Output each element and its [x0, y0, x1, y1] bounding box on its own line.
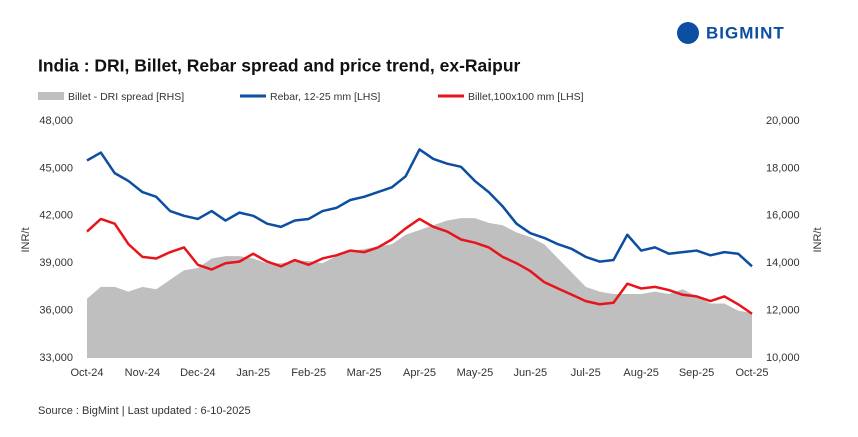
- x-tick-label: Nov-24: [125, 367, 160, 379]
- x-tick-label: Feb-25: [291, 367, 326, 379]
- line: [86, 148, 753, 268]
- y-tick-label: 48,000: [39, 115, 73, 127]
- x-tick-label: Aug-25: [623, 367, 658, 379]
- y-tick-label: 45,000: [39, 162, 73, 174]
- y2-tick-label: 10,000: [766, 352, 800, 364]
- x-tick-label: May-25: [457, 367, 494, 379]
- x-tick-label: Apr-25: [403, 367, 436, 379]
- legend-label: Billet - DRI spread [RHS]: [68, 91, 184, 103]
- x-tick-label: Mar-25: [347, 367, 382, 379]
- y-axis-label: INR/t: [20, 227, 32, 252]
- y2-tick-label: 20,000: [766, 115, 800, 127]
- x-tick-label: Oct-25: [735, 367, 768, 379]
- chart-title: India : DRI, Billet, Rebar spread and pr…: [38, 56, 521, 76]
- x-tick-label: Sep-25: [679, 367, 714, 379]
- y2-tick-label: 18,000: [766, 162, 800, 174]
- area: [87, 218, 752, 358]
- y-tick-label: 33,000: [39, 352, 73, 364]
- y-tick-label: 39,000: [39, 257, 73, 269]
- x-tick-label: Jul-25: [571, 367, 601, 379]
- y2-tick-label: 14,000: [766, 257, 800, 269]
- logo-icon: [677, 22, 699, 44]
- y-tick-label: 36,000: [39, 305, 73, 317]
- x-tick-label: Dec-24: [180, 367, 215, 379]
- y2-axis-label: INR/t: [812, 227, 824, 252]
- x-tick-label: Jun-25: [514, 367, 548, 379]
- legend: Billet - DRI spread [RHS] Rebar, 12-25 mm…: [38, 91, 584, 103]
- line: [86, 217, 753, 315]
- logo: BIGMINT: [706, 23, 785, 42]
- y-tick-label: 42,000: [39, 210, 73, 222]
- x-tick-label: Oct-24: [70, 367, 103, 379]
- legend-label: Rebar, 12-25 mm [LHS]: [270, 91, 380, 103]
- legend-swatch: [38, 92, 64, 100]
- source: Source : BigMint | Last updated : 6-10-2…: [38, 405, 251, 417]
- legend-label: Billet,100x100 mm [LHS]: [468, 91, 584, 103]
- y2-tick-label: 12,000: [766, 305, 800, 317]
- y2-tick-label: 16,000: [766, 210, 800, 222]
- x-tick-label: Jan-25: [236, 367, 270, 379]
